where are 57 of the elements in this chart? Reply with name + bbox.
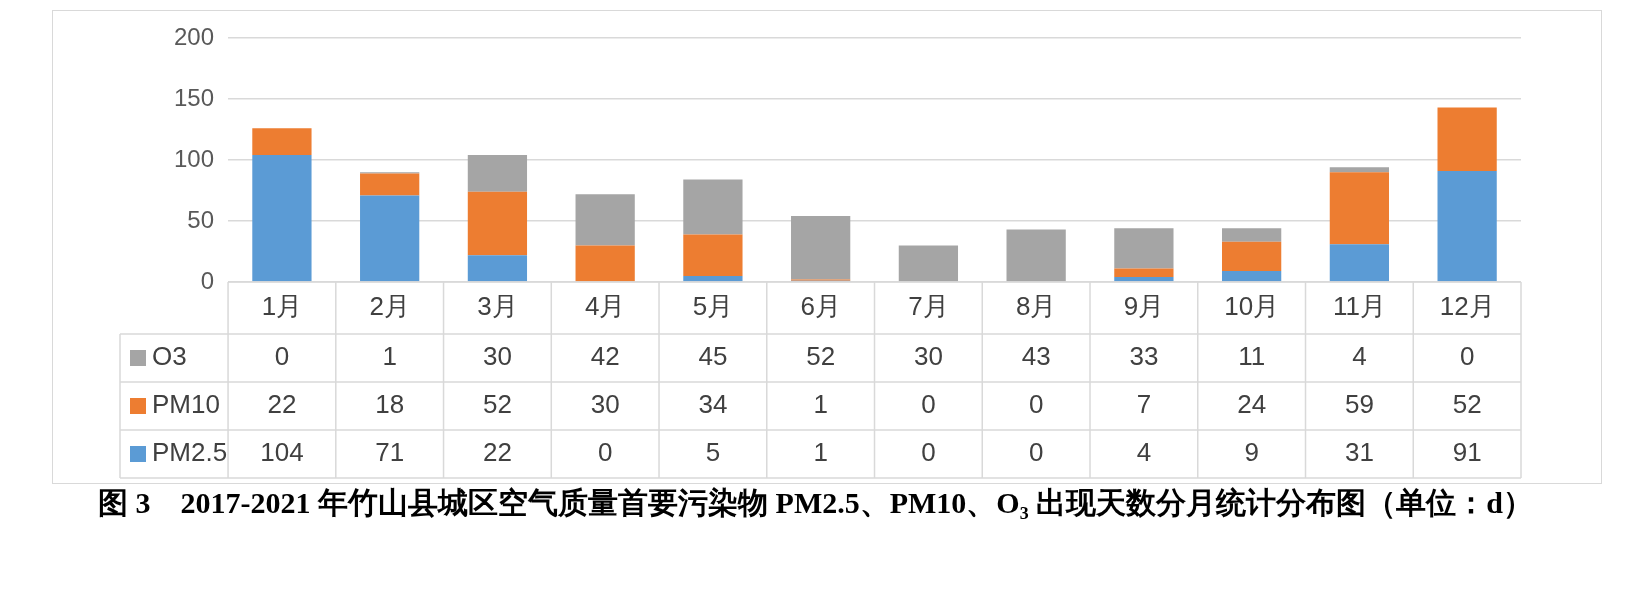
data-label: 0 [274, 341, 290, 372]
data-label: 1 [382, 341, 397, 372]
data-label: 104 [260, 437, 304, 468]
y-tick-label: 0 [200, 266, 215, 294]
data-label: 30 [913, 341, 943, 372]
x-tick-label: 5月 [692, 291, 734, 322]
x-tick-label: 1月 [261, 291, 303, 322]
data-label: 1 [813, 437, 828, 468]
x-tick-label: 8月 [1015, 291, 1057, 322]
data-label: 71 [375, 437, 405, 468]
data-label: 0 [921, 437, 936, 468]
data-label: 0 [597, 437, 613, 468]
x-tick-label: 10月 [1224, 291, 1280, 322]
x-tick-label: 12月 [1439, 291, 1495, 322]
legend-label: PM2.5 [152, 437, 228, 468]
data-label: 45 [698, 341, 728, 372]
data-label: 0 [1028, 437, 1044, 468]
data-label: 1 [813, 389, 828, 420]
data-label: 30 [482, 341, 512, 372]
data-label: 0 [1028, 389, 1044, 420]
data-label: 4 [1136, 437, 1152, 468]
data-label: 18 [375, 389, 405, 420]
data-label: 4 [1352, 341, 1367, 372]
legend-label: O3 [152, 341, 187, 372]
x-tick-label: 3月 [477, 291, 518, 322]
data-label: 7 [1136, 389, 1152, 420]
x-tick-label: 6月 [800, 291, 841, 322]
legend-label: PM10 [152, 389, 220, 420]
data-label: 30 [590, 389, 620, 420]
text: 图 3 2017-2021 年竹山县城区空气质量首要污染物 PM2.5、PM10、O₃ 出现天数分月统计分布图（单位：d） [97, 485, 1534, 521]
x-tick-label: 2月 [369, 291, 410, 322]
data-label: 43 [1021, 341, 1051, 372]
data-label: 52 [1452, 389, 1482, 420]
data-label: 11 [1238, 341, 1266, 372]
data-label: 33 [1129, 341, 1159, 372]
data-label: 22 [267, 389, 297, 420]
x-tick-label: 9月 [1123, 291, 1165, 322]
data-label: 0 [921, 389, 936, 420]
data-label: 22 [482, 437, 512, 468]
x-tick-label: 7月 [908, 291, 949, 322]
data-label: 52 [482, 389, 512, 420]
data-label: 91 [1452, 437, 1482, 468]
data-label: 24 [1237, 389, 1267, 420]
data-label: 59 [1344, 389, 1374, 420]
data-label: 9 [1244, 437, 1259, 468]
data-label: 5 [705, 437, 721, 468]
data-label: 42 [590, 341, 620, 372]
data-label: 0 [1459, 341, 1475, 372]
data-label: 52 [806, 341, 836, 372]
data-label: 31 [1344, 437, 1374, 468]
x-tick-label: 4月 [584, 291, 626, 322]
y-tick-label: 100 [174, 144, 215, 172]
x-tick-label: 11月 [1332, 291, 1386, 322]
y-tick-label: 200 [174, 22, 215, 50]
y-tick-label: 150 [174, 83, 215, 111]
data-label: 34 [698, 389, 728, 420]
y-tick-label: 50 [187, 205, 215, 233]
